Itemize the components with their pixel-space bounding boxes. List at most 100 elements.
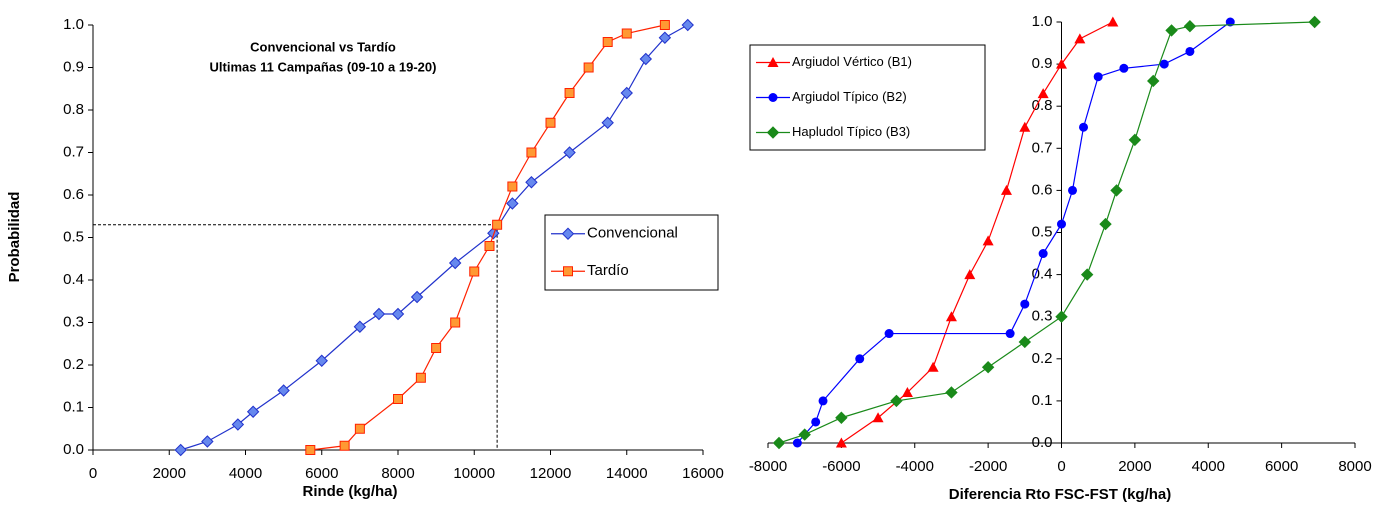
marker	[602, 37, 613, 47]
y-tick-label: 0.4	[1032, 266, 1053, 283]
marker	[507, 181, 518, 192]
marker	[1080, 268, 1094, 281]
y-tick-label: 0.0	[1032, 434, 1053, 451]
marker	[1056, 58, 1067, 69]
marker	[601, 116, 614, 129]
marker	[981, 361, 995, 374]
marker	[1068, 185, 1078, 195]
marker	[1038, 249, 1048, 259]
marker	[484, 241, 495, 251]
x-tick-label: -4000	[896, 458, 934, 475]
y-tick-label: 0.2	[1032, 350, 1053, 367]
marker	[945, 386, 958, 399]
legend-marker	[767, 57, 779, 67]
marker	[1020, 299, 1030, 309]
y-tick-label: 1.0	[63, 16, 84, 33]
marker	[354, 423, 365, 434]
marker	[1119, 63, 1129, 73]
y-tick-label: 0.9	[1032, 55, 1053, 72]
x-tick-label: 0	[1057, 458, 1065, 475]
x-tick-label: 2000	[1118, 458, 1151, 475]
x-tick-label: 4000	[1192, 458, 1225, 475]
x-tick-label: -8000	[749, 458, 787, 475]
y-tick-label: 0.2	[63, 356, 84, 373]
x-tick-label: 6000	[305, 465, 338, 482]
marker	[305, 445, 316, 455]
chart-title: Convencional vs Tardío	[250, 39, 396, 54]
y-tick-label: 0.9	[63, 58, 84, 75]
marker	[492, 219, 503, 230]
marker	[927, 361, 939, 372]
marker	[487, 227, 500, 240]
marker	[798, 428, 811, 441]
y-tick-label: 0.0	[63, 441, 84, 458]
series-line	[778, 21, 1315, 444]
marker	[1079, 122, 1089, 132]
marker	[792, 438, 802, 448]
y-tick-label: 0.7	[1032, 139, 1053, 156]
marker	[890, 394, 903, 408]
marker	[658, 31, 672, 44]
x-tick-label: 2000	[153, 465, 186, 482]
marker	[872, 412, 884, 423]
marker	[1005, 329, 1015, 339]
x-axis-label: Rinde (kg/ha)	[302, 483, 397, 500]
y-tick-label: 0.7	[63, 143, 84, 160]
marker	[563, 146, 576, 159]
y-axis-label: Probabilidad	[6, 192, 23, 283]
marker	[246, 405, 260, 418]
legend-marker	[561, 227, 575, 240]
marker	[1110, 184, 1123, 197]
y-tick-label: 0.1	[1032, 392, 1053, 409]
legend-label: Tardío	[587, 262, 629, 279]
marker	[884, 329, 894, 339]
marker	[855, 354, 865, 364]
y-tick-label: 0.5	[1032, 223, 1053, 240]
x-tick-label: 12000	[530, 465, 572, 482]
marker	[201, 435, 214, 448]
marker	[415, 372, 426, 383]
marker	[1147, 74, 1160, 88]
marker	[945, 311, 957, 322]
y-tick-label: 1.0	[1032, 13, 1053, 30]
marker	[1093, 72, 1103, 82]
marker	[564, 88, 575, 98]
marker	[315, 354, 328, 367]
marker	[372, 307, 386, 321]
x-tick-label: 6000	[1265, 458, 1298, 475]
series-line	[180, 24, 689, 451]
marker	[621, 28, 632, 39]
marker	[277, 384, 290, 397]
x-tick-label: -6000	[822, 458, 860, 475]
marker	[583, 62, 594, 73]
x-tick-label: -2000	[969, 458, 1007, 475]
marker	[659, 20, 670, 30]
marker	[1099, 217, 1112, 231]
marker	[353, 320, 367, 333]
legend-marker	[563, 266, 573, 277]
marker	[1183, 20, 1197, 33]
marker	[1308, 15, 1321, 29]
marker	[1165, 24, 1178, 37]
legend-marker	[766, 126, 780, 139]
series-line	[796, 21, 1231, 444]
x-tick-label: 8000	[1338, 458, 1371, 475]
marker	[772, 436, 786, 450]
marker	[964, 269, 976, 280]
legend-marker	[768, 93, 778, 102]
marker	[1074, 33, 1086, 44]
marker	[818, 396, 828, 406]
marker	[811, 417, 821, 427]
marker	[448, 256, 462, 270]
y-tick-label: 0.4	[63, 271, 84, 288]
marker	[835, 437, 847, 448]
y-tick-label: 0.6	[63, 186, 84, 203]
marker	[1128, 133, 1142, 147]
marker	[393, 394, 403, 404]
x-tick-label: 14000	[606, 465, 648, 482]
marker	[525, 176, 538, 189]
marker	[339, 440, 350, 451]
x-tick-label: 4000	[229, 465, 262, 482]
